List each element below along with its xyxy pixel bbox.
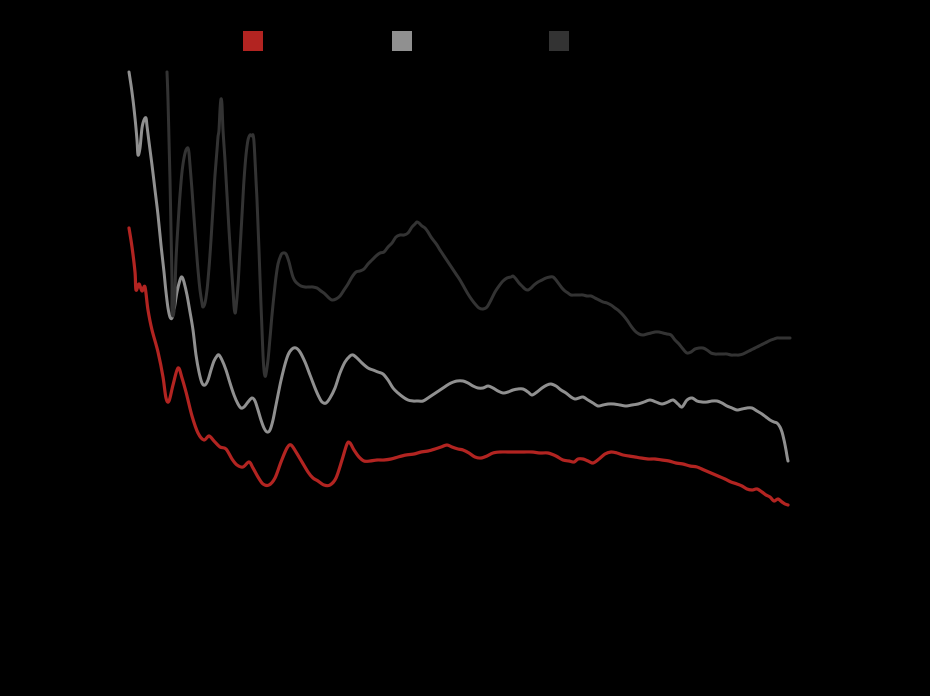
light-gray-series-line	[127, 70, 790, 463]
red-series-line	[127, 226, 790, 507]
legend-swatch-dark-gray	[549, 31, 569, 51]
dark-gray-series-line	[165, 70, 792, 378]
legend-swatch-light-gray	[392, 31, 412, 51]
legend-swatch-red	[243, 31, 263, 51]
